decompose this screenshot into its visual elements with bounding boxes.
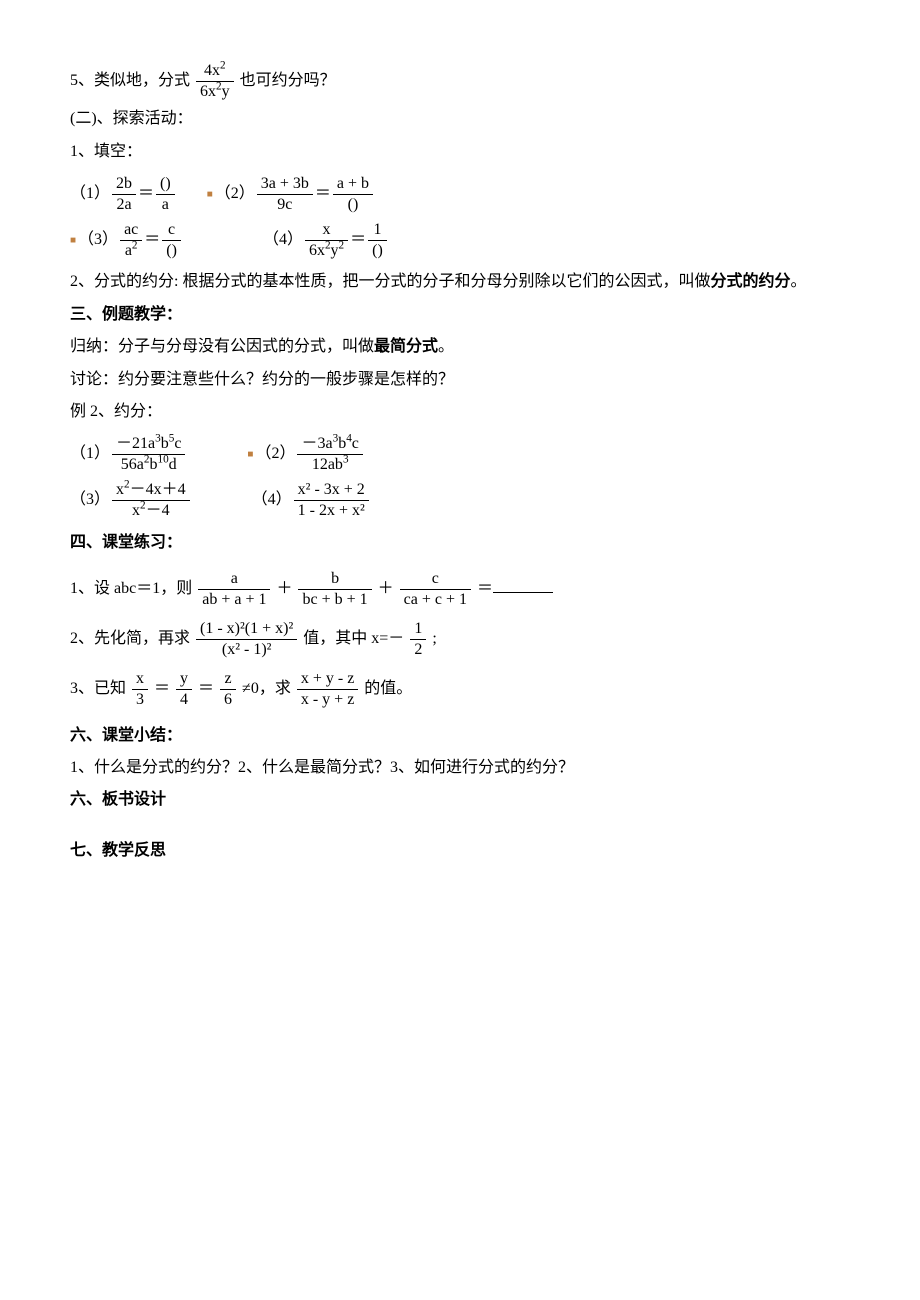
fill-title: 1、填空：: [70, 137, 850, 167]
discuss: 讨论：约分要注意些什么？约分的一般步骤是怎样的？: [70, 365, 850, 395]
fill-row-2: ■ （3） aca2 ＝ c() （4） x6x2y2 ＝ 1(): [70, 221, 850, 259]
dot-icon: ■: [247, 445, 253, 464]
fill-row-1: （1） 2b2a ＝ ()a ■ （2） 3a + 3b9c ＝ a + b(): [70, 175, 850, 213]
sec2-title: (二)、探索活动：: [70, 104, 850, 134]
q5-suffix: 也可约分吗？: [240, 72, 336, 89]
ex2-row-2: （3） x2－4x＋4 x2－4 （4） x² - 3x + 2 1 - 2x …: [70, 481, 850, 519]
q5-frac: 4x2 6x2y: [196, 62, 234, 100]
fill-2: ■ （2） 3a + 3b9c ＝ a + b(): [207, 175, 375, 213]
sec6a-body: 1、什么是分式的约分？2、什么是最简分式？3、如何进行分式的约分？: [70, 753, 850, 783]
ex2-3: （3） x2－4x＋4 x2－4: [70, 481, 192, 519]
q5-line: 5、类似地，分式 4x2 6x2y 也可约分吗？: [70, 62, 850, 100]
practice-3: 3、已知 x3 ＝ y4 ＝ z6 ≠0，求 x + y - zx - y + …: [70, 670, 850, 708]
sec6a-title: 六、课堂小结：: [70, 721, 850, 751]
dot-icon: ■: [70, 231, 76, 250]
practice-1: 1、设 abc＝1，则 aab + a + 1 ＋ bbc + b + 1 ＋ …: [70, 570, 850, 608]
answer-blank: [493, 576, 553, 593]
guina: 归纳：分子与分母没有公因式的分式，叫做最简分式。: [70, 332, 850, 362]
ex2-title: 例 2、约分：: [70, 397, 850, 427]
fill-1: （1） 2b2a ＝ ()a: [70, 175, 177, 213]
sec7-title: 七、教学反思: [70, 836, 850, 866]
ex2-4: （4） x² - 3x + 2 1 - 2x + x²: [252, 481, 371, 519]
sec6b-title: 六、板书设计: [70, 785, 850, 815]
fill-3: ■ （3） aca2 ＝ c(): [70, 221, 183, 259]
dot-icon: ■: [207, 185, 213, 204]
ex2-row-1: （1） －21a3b5c 56a2b10d ■ （2） －3a3b4c 12ab…: [70, 435, 850, 473]
sec4-title: 四、课堂练习：: [70, 528, 850, 558]
q5-prefix: 5、类似地，分式: [70, 72, 190, 89]
sec3-title: 三、例题教学：: [70, 300, 850, 330]
definition: 2、分式的约分: 根据分式的基本性质，把一分式的分子和分母分别除以它们的公因式，…: [70, 267, 850, 297]
ex2-1: （1） －21a3b5c 56a2b10d: [70, 435, 187, 473]
ex2-2: ■ （2） －3a3b4c 12ab3: [247, 435, 364, 473]
fill-4: （4） x6x2y2 ＝ 1(): [263, 221, 389, 259]
practice-2: 2、先化简，再求 (1 - x)²(1 + x)²(x² - 1)² 值，其中 …: [70, 620, 850, 658]
